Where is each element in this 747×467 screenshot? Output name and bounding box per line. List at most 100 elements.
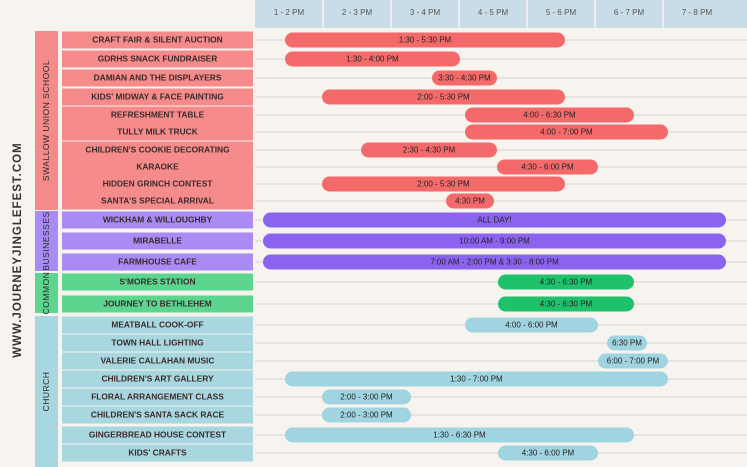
event-bar xyxy=(498,445,598,461)
group-band xyxy=(35,211,58,271)
event-bar xyxy=(498,274,634,290)
event-name: FARMHOUSE CAFE xyxy=(118,257,197,267)
event-cell xyxy=(62,316,253,334)
event-time: 1:30 - 6:30 PM xyxy=(433,431,486,440)
event-cell xyxy=(62,273,253,291)
group-label: SWALLOW UNION SCHOOL xyxy=(41,60,51,181)
group-band xyxy=(35,31,58,210)
event-bar xyxy=(322,176,565,192)
site-url: WWW.JOURNEYJINGLEFEST.COM xyxy=(12,142,24,357)
event-bar xyxy=(607,335,647,351)
event-name: VALERIE CALLAHAN MUSIC xyxy=(101,356,215,366)
event-time: 2:00 - 3:00 PM xyxy=(340,411,393,420)
time-column-label: 4 - 5 PM xyxy=(478,8,509,17)
event-bar xyxy=(446,193,494,209)
event-bar xyxy=(285,371,668,387)
event-time: 4:30 - 6:30 PM xyxy=(540,300,593,309)
event-bar xyxy=(263,212,726,228)
event-name: KARAOKE xyxy=(136,162,179,172)
event-name: KIDS' MIDWAY & FACE PAINTING xyxy=(91,92,224,102)
event-name: MEATBALL COOK-OFF xyxy=(111,320,203,330)
event-cell xyxy=(62,123,253,141)
event-name: CRAFT FAIR & SILENT AUCTION xyxy=(92,35,222,45)
time-column-label: 3 - 4 PM xyxy=(410,8,441,17)
event-bar xyxy=(322,89,565,105)
event-bar xyxy=(465,317,598,333)
event-bar xyxy=(285,427,634,443)
time-column-label: 5 - 6 PM xyxy=(546,8,577,17)
event-bar xyxy=(498,296,634,312)
header-band xyxy=(255,0,747,28)
event-bar xyxy=(465,124,668,140)
time-column-label: 7 - 8 PM xyxy=(682,8,713,17)
event-cell xyxy=(62,426,253,444)
event-cell xyxy=(62,253,253,271)
event-bar xyxy=(361,142,497,158)
event-name: HIDDEN GRINCH CONTEST xyxy=(103,179,214,189)
event-name: WICKHAM & WILLOUGHBY xyxy=(103,215,213,225)
event-cell xyxy=(62,232,253,250)
event-bar xyxy=(465,107,634,123)
event-name: CHILDREN'S COOKIE DECORATING xyxy=(85,145,229,155)
event-time: 1:30 - 4:00 PM xyxy=(346,55,399,64)
event-time: 7:00 AM - 2:00 PM & 3:30 - 8:00 PM xyxy=(430,258,559,267)
group-label: BUSINESSES xyxy=(41,211,51,270)
event-time: 3:30 - 4:30 PM xyxy=(438,74,491,83)
group-band xyxy=(35,273,58,313)
event-time: 2:00 - 5:30 PM xyxy=(417,180,470,189)
event-cell xyxy=(62,175,253,193)
event-time: 4:00 - 6:30 PM xyxy=(523,111,576,120)
event-name: FLORAL ARRANGEMENT CLASS xyxy=(91,392,224,402)
event-time: 6:00 - 7:00 PM xyxy=(607,357,660,366)
event-bar xyxy=(263,254,726,270)
event-name: CHILDREN'S ART GALLERY xyxy=(101,374,214,384)
time-column-label: 2 - 3 PM xyxy=(342,8,373,17)
event-name: REFRESHMENT TABLE xyxy=(111,110,205,120)
event-time: 1:30 - 7:00 PM xyxy=(450,375,503,384)
event-cell xyxy=(62,334,253,352)
event-name: GDRHS SNACK FUNDRAISER xyxy=(98,54,218,64)
event-cell xyxy=(62,158,253,176)
time-column-label: 6 - 7 PM xyxy=(614,8,645,17)
event-bar xyxy=(322,389,411,405)
event-bar xyxy=(285,32,565,48)
event-name: S'MORES STATION xyxy=(119,277,195,287)
event-name: JOURNEY TO BETHLEHEM xyxy=(103,299,212,309)
event-time: 4:00 - 7:00 PM xyxy=(540,128,593,137)
event-cell xyxy=(62,295,253,313)
event-bar xyxy=(322,407,411,423)
event-cell xyxy=(62,406,253,424)
event-bar xyxy=(432,70,497,86)
event-cell xyxy=(62,31,253,49)
group-label: CHURCH xyxy=(41,372,51,412)
event-bar xyxy=(497,159,598,175)
event-bar xyxy=(285,51,460,67)
event-name: DAMIAN AND THE DISPLAYERS xyxy=(94,73,222,83)
event-cell xyxy=(62,88,253,106)
event-cell xyxy=(62,211,253,229)
event-cell xyxy=(62,352,253,370)
group-band xyxy=(35,316,58,467)
event-cell xyxy=(62,50,253,68)
event-cell xyxy=(62,444,253,462)
group-label: COMMON xyxy=(41,272,51,315)
event-name: KIDS' CRAFTS xyxy=(128,448,187,458)
event-name: TULLY MILK TRUCK xyxy=(117,127,198,137)
event-name: CHILDREN'S SANTA SACK RACE xyxy=(91,410,225,420)
event-time: 4:30 PM xyxy=(455,197,485,206)
event-time: 1:30 - 5:30 PM xyxy=(399,36,452,45)
event-name: SANTA'S SPECIAL ARRIVAL xyxy=(101,196,214,206)
event-cell xyxy=(62,192,253,210)
event-time: 4:30 - 6:30 PM xyxy=(540,278,593,287)
event-time: 10:00 AM - 9:00 PM xyxy=(459,237,530,246)
event-time: 4:30 - 6:00 PM xyxy=(521,163,574,172)
event-time: 2:00 - 5:30 PM xyxy=(417,93,470,102)
event-name: GINGERBREAD HOUSE CONTEST xyxy=(89,430,227,440)
event-cell xyxy=(62,141,253,159)
time-column-label: 1 - 2 PM xyxy=(274,8,305,17)
event-bar xyxy=(263,233,726,249)
event-time: 2:00 - 3:00 PM xyxy=(340,393,393,402)
event-time: 4:30 - 6:00 PM xyxy=(522,449,575,458)
event-name: TOWN HALL LIGHTING xyxy=(111,338,203,348)
